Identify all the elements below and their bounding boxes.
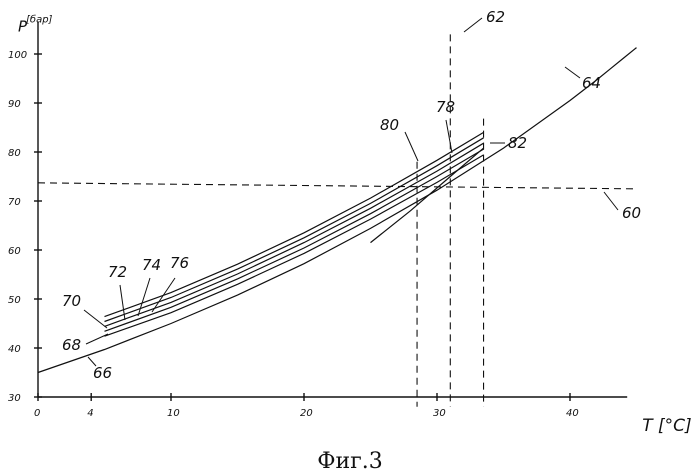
series-line-64 bbox=[597, 48, 637, 80]
y-axis-unit: [бар] bbox=[26, 14, 53, 26]
y-tick-label: 50 bbox=[8, 295, 21, 306]
x-tick-label: 0 bbox=[34, 408, 40, 419]
leader-line-ref-62 bbox=[464, 18, 482, 32]
series-label-78: 78 bbox=[436, 98, 455, 116]
leader-line-ref-60 bbox=[604, 192, 618, 210]
series-label-70: 70 bbox=[62, 292, 81, 310]
series-label-76: 76 bbox=[170, 254, 189, 272]
y-tick-label: 100 bbox=[8, 50, 27, 61]
ref-line-60 bbox=[38, 183, 637, 189]
ref-label-80: 80 bbox=[380, 116, 399, 134]
leader-line-64 bbox=[565, 67, 580, 78]
series-line-76 bbox=[105, 132, 484, 316]
x-tick-label: 40 bbox=[566, 408, 579, 419]
series-line-74 bbox=[105, 138, 484, 322]
y-tick-label: 30 bbox=[8, 393, 21, 404]
ref-label-62: 62 bbox=[486, 8, 505, 26]
series-label-72: 72 bbox=[108, 263, 127, 281]
series-label-74: 74 bbox=[142, 256, 161, 274]
ref-label-60: 60 bbox=[622, 204, 641, 222]
y-tick-label: 70 bbox=[8, 197, 21, 208]
series-label-66: 66 bbox=[93, 364, 112, 382]
y-tick-label: 40 bbox=[8, 344, 21, 355]
y-tick-label: 90 bbox=[8, 99, 21, 110]
x-tick-label: 30 bbox=[433, 408, 446, 419]
series-label-64: 64 bbox=[582, 74, 601, 92]
ref-label-82: 82 bbox=[508, 134, 527, 152]
leader-line-ref-80 bbox=[405, 132, 418, 161]
y-tick-label: 80 bbox=[8, 148, 21, 159]
y-tick-label: 60 bbox=[8, 246, 21, 257]
series-label-68: 68 bbox=[62, 336, 81, 354]
x-tick-label: 20 bbox=[300, 408, 313, 419]
leader-line-70 bbox=[84, 310, 107, 328]
leader-line-78 bbox=[446, 120, 452, 153]
x-tick-label: 4 bbox=[87, 408, 93, 419]
chart-labels-group: 66 64 68 70 72 74 76 78 60 62 80 82 bbox=[62, 8, 641, 382]
chart-series-group bbox=[38, 48, 637, 373]
figure-caption: Фиг.3 bbox=[317, 449, 382, 474]
leader-line-68 bbox=[86, 334, 108, 344]
x-axis-label: T [°C] bbox=[642, 416, 691, 436]
x-tick-label: 10 bbox=[167, 408, 180, 419]
